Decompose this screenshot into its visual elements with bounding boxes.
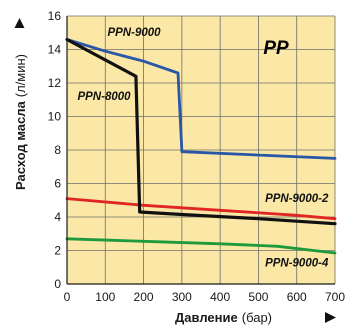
- y-axis-label: Расход масла: [13, 101, 28, 190]
- series-label-ppn-9000-2: PPN-9000-2: [265, 193, 329, 205]
- series-lines: [65, 37, 337, 255]
- y-axis-arrow-icon: [14, 18, 25, 28]
- grid: [67, 15, 336, 284]
- x-tick-label: 400: [210, 290, 230, 304]
- x-tick-label: 300: [172, 290, 192, 304]
- x-tick-label: 0: [64, 290, 71, 304]
- y-tick-label: 0: [54, 277, 61, 291]
- x-tick-label: 100: [95, 290, 115, 304]
- x-axis-unit: (бар): [242, 310, 272, 325]
- x-axis-label: Давление: [175, 310, 238, 325]
- series-label-ppn-9000-4: PPN-9000-4: [265, 257, 329, 269]
- series-line-ppn-8000: [65, 37, 337, 226]
- series-label-ppn-8000: PPN-8000: [77, 91, 131, 103]
- y-tick-label: 6: [54, 177, 61, 191]
- x-axis-arrow-icon: [325, 312, 336, 323]
- y-tick-label: 4: [54, 210, 61, 224]
- tick-labels: 0 100 200 300 400 500 600 700 0 2 4 6 8 10 12 14 16: [48, 9, 346, 304]
- series-label-ppn-9000: PPN-9000: [107, 27, 161, 39]
- x-tick-label: 700: [325, 290, 345, 304]
- y-tick-label: 8: [54, 143, 61, 157]
- series-line-ppn-9000-4: [65, 237, 337, 255]
- y-tick-label: 12: [48, 76, 62, 90]
- x-axis-title: Давление (бар): [175, 310, 272, 325]
- x-tick-label: 200: [134, 290, 154, 304]
- chart-badge: PP: [263, 38, 289, 59]
- x-tick-label: 500: [248, 290, 268, 304]
- y-axis-unit: (л/мин): [13, 54, 28, 97]
- series-line-ppn-9000-2: [65, 197, 337, 221]
- y-tick-label: 2: [54, 244, 61, 258]
- y-tick-label: 16: [48, 9, 62, 23]
- y-tick-label: 14: [48, 43, 62, 57]
- axes: [66, 16, 335, 285]
- y-axis-title: Расход масла (л/мин): [13, 54, 28, 190]
- y-tick-label: 10: [48, 110, 62, 124]
- series-line-ppn-9000: [65, 38, 337, 160]
- x-tick-label: 600: [287, 290, 307, 304]
- series-labels: PPN-9000 PPN-8000 PPN-9000-2 PPN-9000-4: [77, 27, 328, 269]
